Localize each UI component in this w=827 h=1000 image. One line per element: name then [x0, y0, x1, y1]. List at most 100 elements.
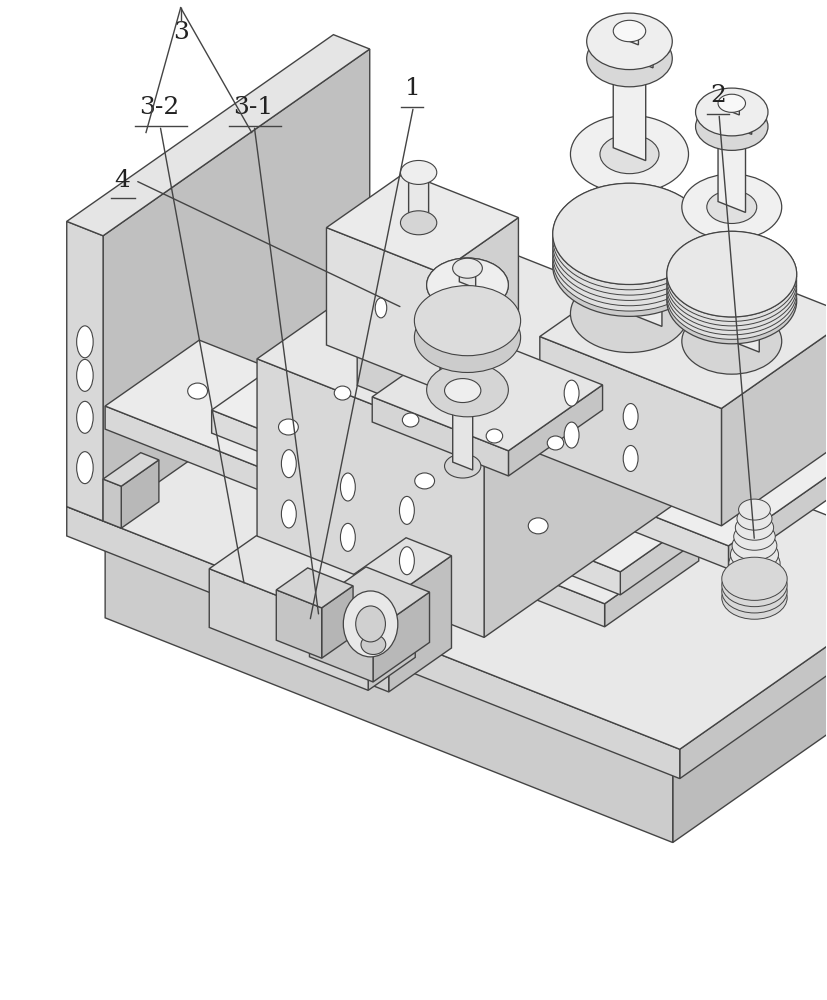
Ellipse shape [547, 436, 564, 450]
Polygon shape [276, 568, 353, 608]
Text: 2: 2 [710, 84, 727, 107]
Polygon shape [122, 460, 159, 528]
Polygon shape [705, 196, 759, 352]
Polygon shape [373, 592, 429, 682]
Polygon shape [540, 244, 827, 408]
Ellipse shape [486, 429, 503, 443]
Ellipse shape [279, 419, 299, 435]
Ellipse shape [375, 298, 387, 318]
Polygon shape [257, 359, 484, 637]
Ellipse shape [341, 523, 356, 551]
Ellipse shape [281, 450, 296, 478]
Ellipse shape [729, 547, 780, 580]
Polygon shape [212, 410, 620, 595]
Ellipse shape [696, 88, 768, 136]
Polygon shape [357, 343, 434, 416]
Ellipse shape [528, 518, 548, 534]
Ellipse shape [586, 30, 672, 87]
Polygon shape [597, 141, 662, 326]
Polygon shape [540, 337, 721, 526]
Polygon shape [698, 98, 765, 126]
Polygon shape [434, 337, 488, 416]
Polygon shape [67, 221, 103, 521]
Polygon shape [737, 565, 772, 605]
Ellipse shape [667, 240, 796, 326]
Ellipse shape [552, 183, 706, 284]
Polygon shape [739, 506, 769, 578]
Ellipse shape [586, 13, 672, 70]
Polygon shape [212, 289, 793, 572]
Polygon shape [440, 218, 519, 390]
Ellipse shape [727, 555, 782, 590]
Polygon shape [712, 104, 752, 134]
Polygon shape [353, 339, 444, 397]
Polygon shape [605, 538, 699, 627]
Ellipse shape [722, 570, 787, 613]
Ellipse shape [427, 258, 509, 312]
Ellipse shape [571, 275, 689, 353]
Ellipse shape [414, 286, 521, 356]
Polygon shape [276, 590, 322, 658]
Polygon shape [257, 227, 672, 449]
Ellipse shape [734, 523, 775, 550]
Ellipse shape [399, 496, 414, 524]
Polygon shape [620, 451, 793, 595]
Ellipse shape [667, 254, 796, 339]
Ellipse shape [707, 110, 757, 143]
Ellipse shape [667, 249, 796, 335]
Ellipse shape [722, 564, 787, 607]
Ellipse shape [552, 189, 706, 290]
Polygon shape [67, 320, 827, 749]
Text: 1: 1 [405, 77, 421, 100]
Ellipse shape [737, 507, 772, 530]
Ellipse shape [334, 386, 351, 400]
Polygon shape [343, 582, 389, 692]
Ellipse shape [452, 258, 482, 278]
Ellipse shape [730, 539, 778, 570]
Ellipse shape [356, 606, 385, 642]
Ellipse shape [600, 39, 659, 78]
Polygon shape [359, 571, 377, 649]
Polygon shape [322, 586, 353, 658]
Ellipse shape [667, 236, 796, 321]
Ellipse shape [414, 473, 434, 489]
Polygon shape [67, 35, 370, 236]
Ellipse shape [399, 547, 414, 575]
Polygon shape [484, 317, 672, 637]
Ellipse shape [681, 308, 782, 374]
Ellipse shape [400, 211, 437, 235]
Ellipse shape [77, 326, 93, 358]
Ellipse shape [681, 174, 782, 240]
Polygon shape [103, 49, 370, 521]
Polygon shape [105, 369, 827, 759]
Ellipse shape [188, 383, 208, 399]
Ellipse shape [77, 452, 93, 484]
Ellipse shape [552, 199, 706, 300]
Ellipse shape [718, 94, 745, 112]
Polygon shape [620, 27, 638, 45]
Polygon shape [103, 453, 159, 486]
Polygon shape [368, 599, 415, 690]
Ellipse shape [696, 103, 768, 150]
Ellipse shape [552, 210, 706, 311]
Text: 3: 3 [173, 21, 189, 44]
Polygon shape [680, 563, 827, 779]
Polygon shape [327, 228, 440, 390]
Polygon shape [452, 387, 473, 470]
Polygon shape [389, 556, 452, 692]
Polygon shape [672, 594, 827, 843]
Polygon shape [587, 217, 672, 282]
Ellipse shape [552, 215, 706, 316]
Ellipse shape [400, 160, 437, 184]
Ellipse shape [564, 380, 579, 406]
Polygon shape [67, 507, 680, 779]
Polygon shape [721, 316, 827, 526]
Polygon shape [105, 406, 605, 627]
Polygon shape [309, 606, 373, 682]
Ellipse shape [739, 499, 771, 520]
Ellipse shape [552, 204, 706, 306]
Ellipse shape [427, 258, 509, 312]
Polygon shape [459, 265, 476, 288]
Polygon shape [343, 538, 452, 600]
Polygon shape [501, 346, 827, 546]
